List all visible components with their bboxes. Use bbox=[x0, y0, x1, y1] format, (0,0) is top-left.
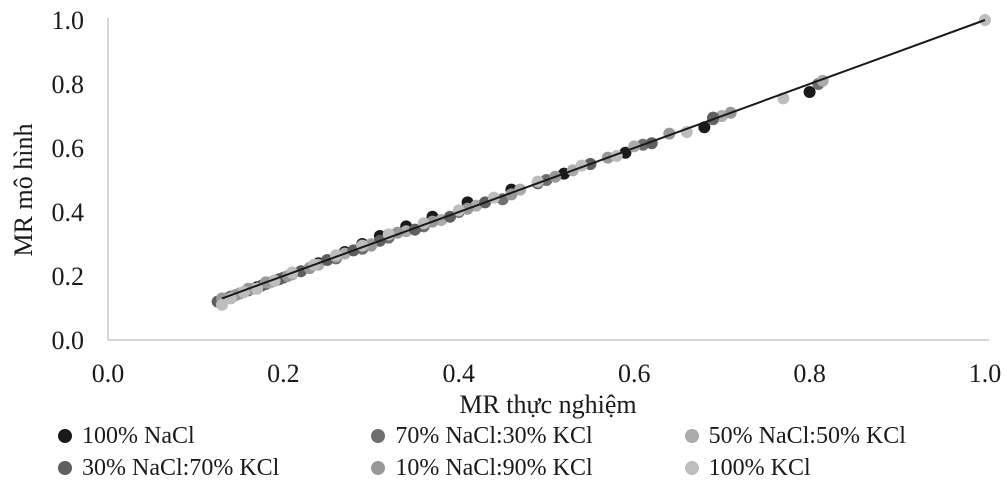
legend-marker-30-nacl-70-kcl bbox=[58, 461, 72, 475]
x-tick-label: 0.0 bbox=[92, 359, 125, 388]
scatter-chart: 0.0 0.2 0.4 0.6 0.8 1.0 0.0 0.2 0.4 0.6 0.8 1.0 MR … bbox=[9, 6, 1002, 419]
legend-label-10-nacl-90-kcl: 10% NaCl:90% KCl bbox=[395, 454, 593, 481]
legend-label-70-nacl-30-kcl: 70% NaCl:30% KCl bbox=[395, 422, 593, 449]
legend-label-100-nacl: 100% NaCl bbox=[82, 422, 195, 449]
points-layer bbox=[211, 14, 991, 311]
legend-item-100-nacl: 100% NaCl bbox=[58, 423, 371, 450]
legend-label-50-nacl-50-kcl: 50% NaCl:50% KCl bbox=[708, 422, 906, 449]
x-axis-label: MR thực nghiệm bbox=[459, 390, 636, 419]
x-tick-label: 0.4 bbox=[443, 359, 476, 388]
x-tick-label: 0.2 bbox=[267, 359, 300, 388]
tick-labels: 0.0 0.2 0.4 0.6 0.8 1.0 0.0 0.2 0.4 0.6 0.8 1.0 bbox=[52, 6, 1002, 388]
legend-label-100-kcl: 100% KCl bbox=[708, 454, 811, 481]
legend-marker-10-nacl-90-kcl bbox=[371, 461, 386, 475]
y-tick-label: 0.4 bbox=[52, 198, 85, 227]
y-tick-label: 0.8 bbox=[52, 70, 85, 99]
legend-marker-100-kcl bbox=[684, 461, 699, 475]
axes bbox=[107, 18, 989, 341]
fit-line bbox=[221, 19, 986, 300]
legend-marker-100-nacl bbox=[58, 429, 72, 443]
x-tick-label: 0.8 bbox=[793, 359, 826, 388]
legend-row-2: 30% NaCl:70% KCl 10% NaCl:90% KCl 100% K… bbox=[58, 452, 998, 484]
legend-item-100-kcl: 100% KCl bbox=[684, 454, 998, 482]
legend-marker-50-nacl-50-kcl bbox=[684, 429, 699, 443]
y-axis-label: MR mô hình bbox=[9, 124, 38, 257]
y-tick-label: 1.0 bbox=[52, 6, 85, 35]
fit-line-layer bbox=[221, 19, 986, 300]
data-point bbox=[803, 86, 816, 98]
legend-item-10-nacl-90-kcl: 10% NaCl:90% KCl bbox=[371, 455, 684, 482]
y-tick-label: 0.0 bbox=[52, 326, 85, 355]
legend-label-30-nacl-70-kcl: 30% NaCl:70% KCl bbox=[82, 454, 280, 481]
data-point bbox=[216, 298, 229, 311]
legend-item-30-nacl-70-kcl: 30% NaCl:70% KCl bbox=[58, 455, 371, 482]
y-tick-label: 0.2 bbox=[52, 262, 85, 291]
legend-item-50-nacl-50-kcl: 50% NaCl:50% KCl bbox=[684, 422, 998, 450]
y-tick-label: 0.6 bbox=[52, 134, 85, 163]
series-5 bbox=[216, 14, 991, 311]
legend-item-70-nacl-30-kcl: 70% NaCl:30% KCl bbox=[371, 423, 684, 450]
legend: 100% NaCl 70% NaCl:30% KCl 50% NaCl:50% … bbox=[58, 420, 998, 484]
x-tick-label: 0.6 bbox=[618, 359, 651, 388]
legend-marker-70-nacl-30-kcl bbox=[371, 429, 386, 443]
legend-row-1: 100% NaCl 70% NaCl:30% KCl 50% NaCl:50% … bbox=[58, 420, 998, 452]
x-tick-label: 1.0 bbox=[969, 359, 1002, 388]
